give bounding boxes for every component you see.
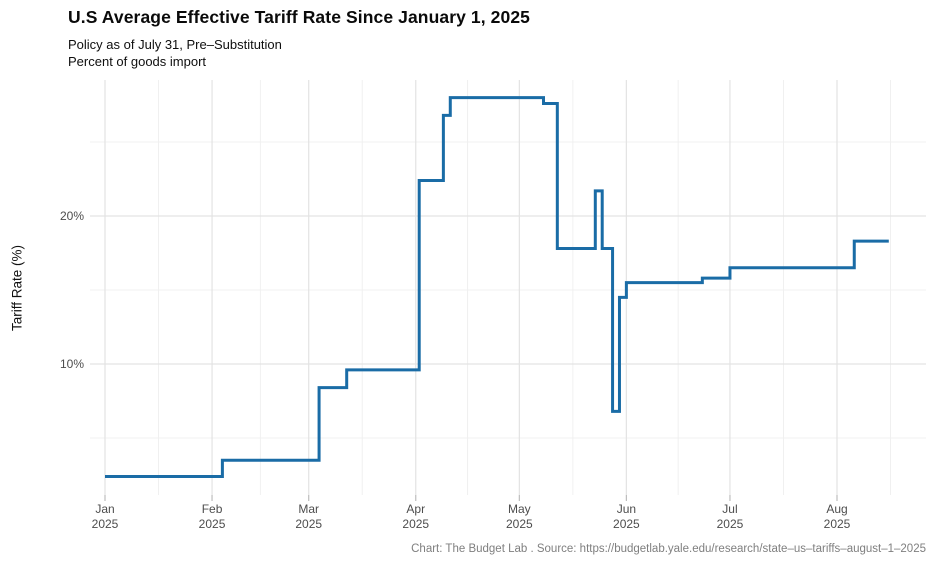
y-tick-label: 20% bbox=[59, 209, 84, 223]
chart-subtitle-policy: Policy as of July 31, Pre–Substitution bbox=[68, 37, 282, 52]
x-tick-label: May 2025 bbox=[505, 502, 533, 531]
x-tick-label: Jul 2025 bbox=[716, 502, 744, 531]
tariff-rate-step-line bbox=[105, 96, 889, 478]
x-tick-label: Jan 2025 bbox=[91, 502, 119, 531]
chart-subtitle-units: Percent of goods import bbox=[68, 54, 207, 69]
x-tick-label: Mar 2025 bbox=[295, 502, 323, 531]
x-tick-label: Aug 2025 bbox=[823, 502, 851, 531]
x-tick-label: Apr 2025 bbox=[402, 502, 430, 531]
x-tick-label: Jun 2025 bbox=[613, 502, 640, 531]
y-tick-label: 10% bbox=[59, 357, 84, 371]
x-tick-label: Feb 2025 bbox=[198, 502, 226, 531]
source-caption: Chart: The Budget Lab . Source: https://… bbox=[411, 543, 926, 555]
chart-title: U.S Average Effective Tariff Rate Since … bbox=[68, 7, 531, 27]
